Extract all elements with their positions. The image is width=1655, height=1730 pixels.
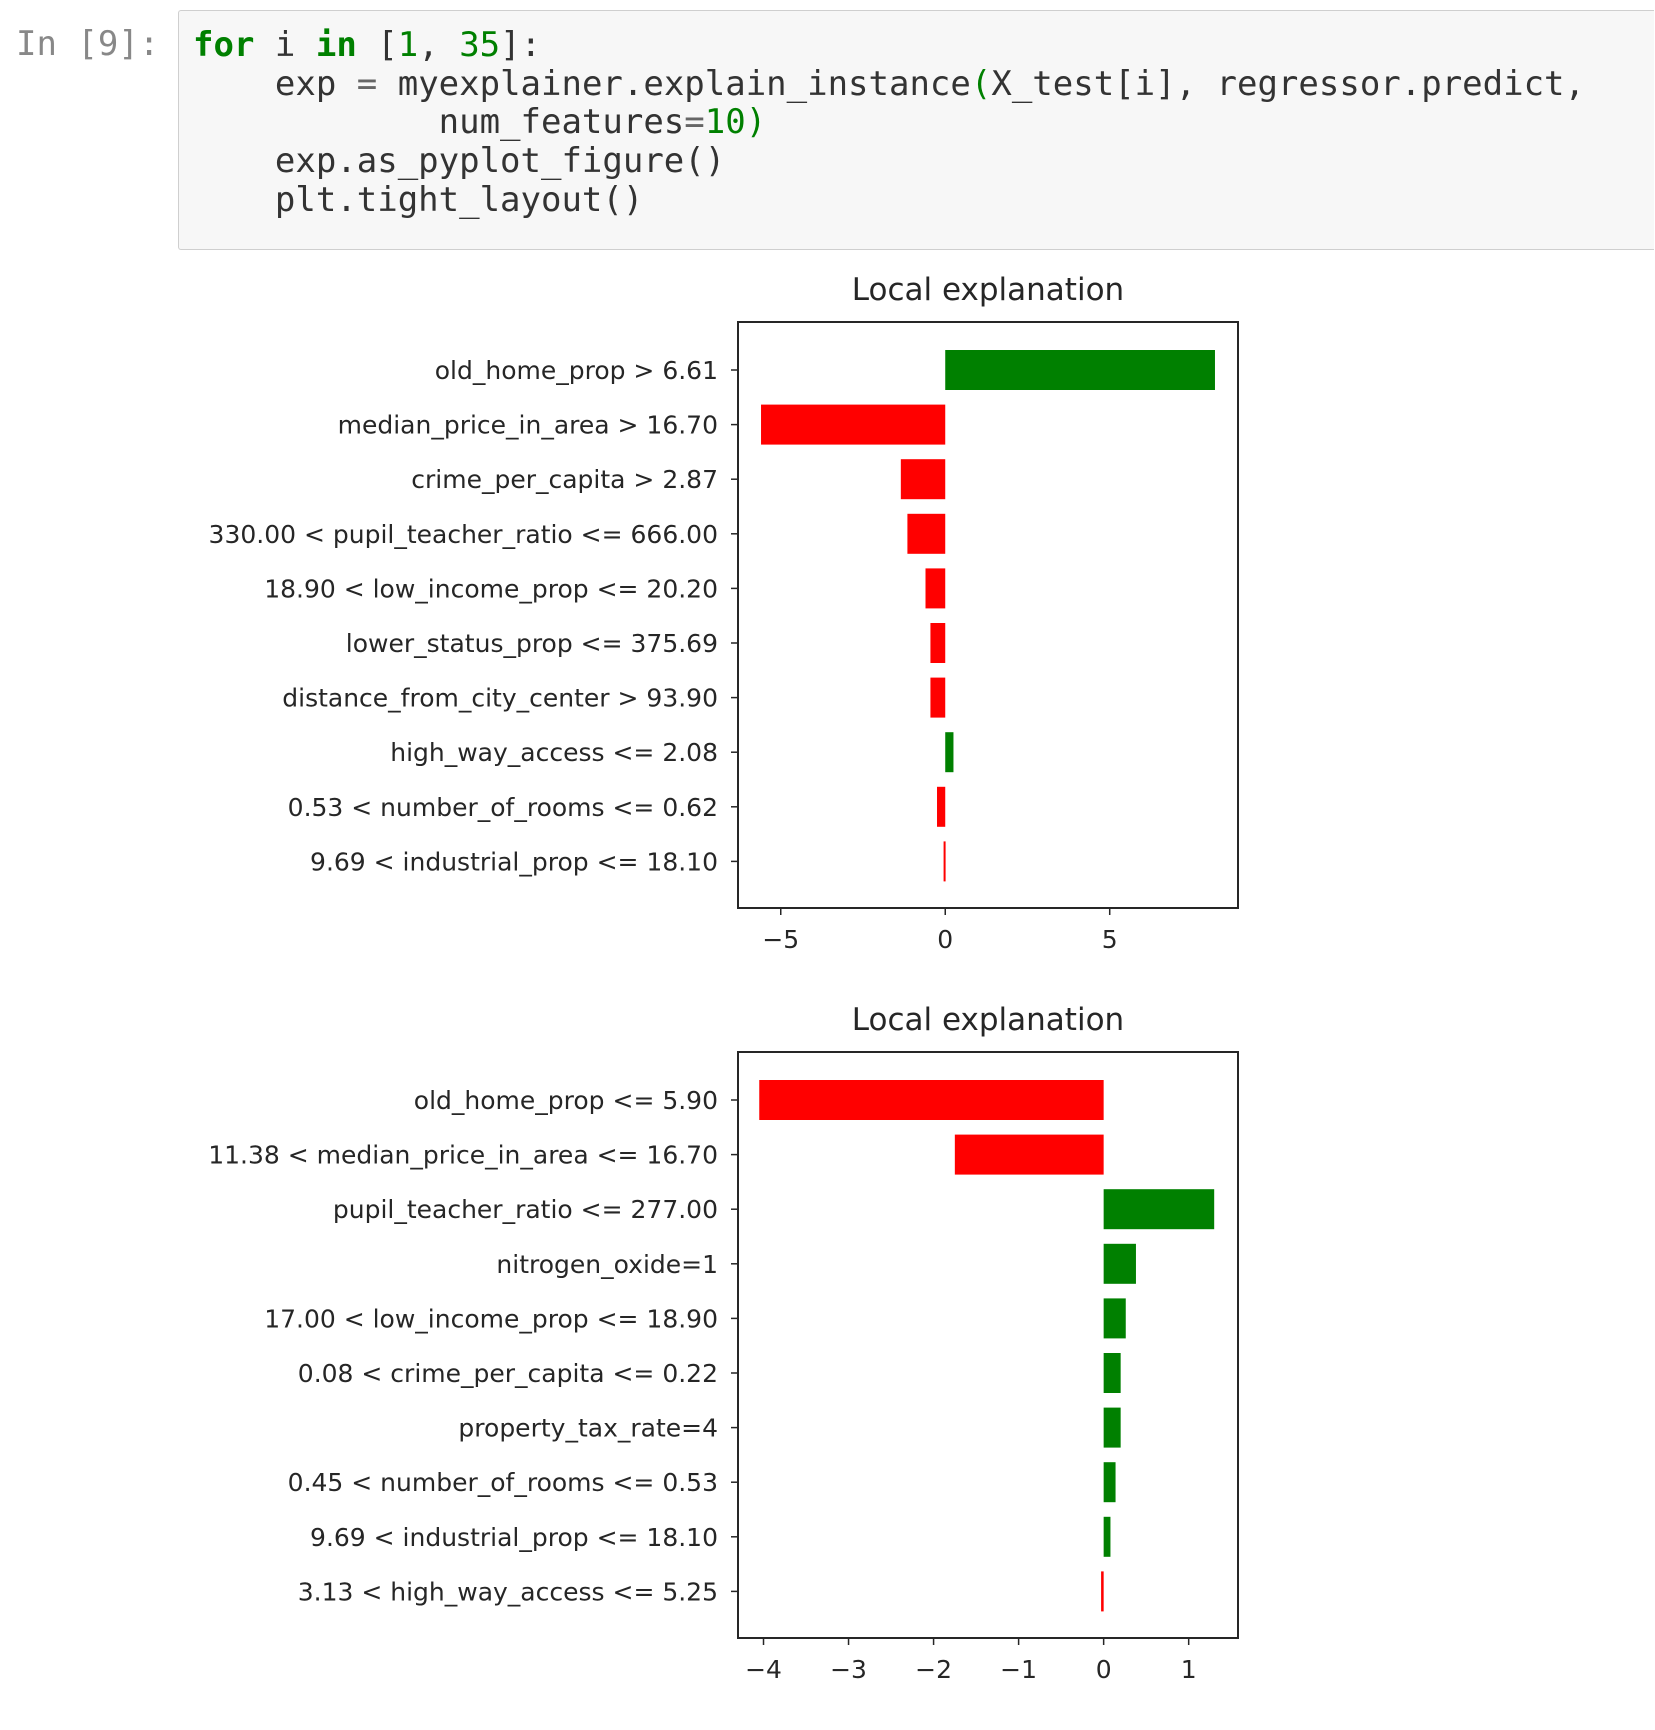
number-literal: 35 (459, 25, 501, 65)
bar-negative (925, 568, 946, 609)
category-label: old_home_prop > 6.61 (435, 356, 718, 385)
code-cell-input[interactable]: for i in [1, 35]: exp = myexplainer.expl… (178, 10, 1654, 250)
x-tick-label: −3 (830, 1655, 867, 1684)
code-text: myexplainer.explain_instance (377, 64, 971, 104)
axes-frame (737, 321, 1239, 909)
list-open: [ (356, 25, 398, 65)
category-label: property_tax_rate=4 (458, 1414, 718, 1443)
x-tick-label: 0 (1096, 1655, 1112, 1684)
operator-assign: = (356, 64, 378, 104)
code-line-5: plt.tight_layout() (193, 180, 644, 220)
code-line-2: exp = myexplainer.explain_instance(X_tes… (193, 63, 1585, 105)
bar-negative (900, 459, 946, 500)
axes-frame (737, 1051, 1239, 1639)
input-prompt: In [9]: (16, 24, 160, 64)
list-comma: , (418, 25, 460, 65)
category-label: 330.00 < pupil_teacher_ratio <= 666.00 (209, 520, 718, 549)
bar-negative (759, 1080, 1104, 1120)
code-line-4: exp.as_pyplot_figure() (193, 141, 726, 181)
number-literal: 10 (704, 102, 746, 142)
category-label: nitrogen_oxide=1 (496, 1250, 718, 1279)
loop-variable: i (254, 25, 316, 65)
category-label: 3.13 < high_way_access <= 5.25 (298, 1577, 718, 1606)
bar-positive (1103, 1243, 1136, 1284)
code-line-3: num_features=10) (193, 101, 767, 143)
category-label: high_way_access <= 2.08 (390, 738, 718, 767)
category-label: old_home_prop <= 5.90 (414, 1086, 718, 1115)
category-label: 9.69 < industrial_prop <= 18.10 (310, 1523, 718, 1552)
paren-close: ) (745, 102, 767, 142)
category-label: crime_per_capita > 2.87 (411, 465, 718, 494)
local-explanation-chart-1: Local explanation old_home_prop > 6.61 med… (209, 272, 1239, 954)
x-tick-label: −5 (762, 925, 799, 954)
operator-assign: = (684, 102, 705, 142)
bar-positive (945, 350, 1215, 390)
bar-positive (1103, 1189, 1215, 1230)
category-label: 0.53 < number_of_rooms <= 0.62 (288, 793, 718, 822)
bar-positive (1103, 1353, 1121, 1393)
paren-open: ( (970, 64, 992, 104)
bar-negative (930, 623, 946, 663)
keyword-in: in (315, 25, 357, 65)
x-tick-label: 1 (1181, 1655, 1197, 1684)
bar-positive (1103, 1407, 1121, 1448)
x-tick-label: 0 (937, 925, 953, 954)
bar-negative (930, 677, 946, 718)
number-literal: 1 (397, 25, 419, 65)
keyword-for: for (193, 25, 255, 65)
category-label: 11.38 < median_price_in_area <= 16.70 (208, 1141, 718, 1170)
bar-negative (937, 786, 946, 827)
category-label: 18.90 < low_income_prop <= 20.20 (264, 574, 718, 603)
bar-negative (954, 1134, 1104, 1175)
category-label: lower_status_prop <= 375.69 (346, 629, 718, 658)
code-text: X_test[i], regressor.predict, (991, 64, 1585, 104)
code-line-1: for i in [1, 35]: (193, 24, 541, 66)
bar-positive (1103, 1516, 1111, 1557)
category-label: distance_from_city_center > 93.90 (282, 684, 718, 713)
category-label: 0.08 < crime_per_capita <= 0.22 (298, 1359, 718, 1388)
category-label: 0.45 < number_of_rooms <= 0.53 (288, 1468, 718, 1497)
code-text: exp (193, 64, 357, 104)
category-label: median_price_in_area > 16.70 (338, 411, 718, 440)
bar-positive (1103, 1298, 1126, 1339)
code-text: num_features (193, 102, 685, 142)
x-tick-label: −1 (1000, 1655, 1037, 1684)
category-label: pupil_teacher_ratio <= 277.00 (333, 1195, 718, 1224)
x-tick-label: −2 (915, 1655, 952, 1684)
x-tick-label: −4 (745, 1655, 782, 1684)
list-close: ]: (500, 25, 542, 65)
bar-negative (1101, 1571, 1104, 1612)
bar-positive (1103, 1462, 1116, 1503)
bar-negative (761, 404, 946, 445)
chart-title: Local explanation (852, 1002, 1124, 1038)
chart-title: Local explanation (852, 272, 1124, 308)
x-tick-label: 5 (1102, 925, 1118, 954)
bar-negative (943, 841, 946, 882)
category-label: 17.00 < low_income_prop <= 18.90 (264, 1304, 718, 1333)
bar-negative (907, 513, 946, 554)
bar-positive (945, 732, 954, 773)
category-label: 9.69 < industrial_prop <= 18.10 (310, 847, 718, 876)
